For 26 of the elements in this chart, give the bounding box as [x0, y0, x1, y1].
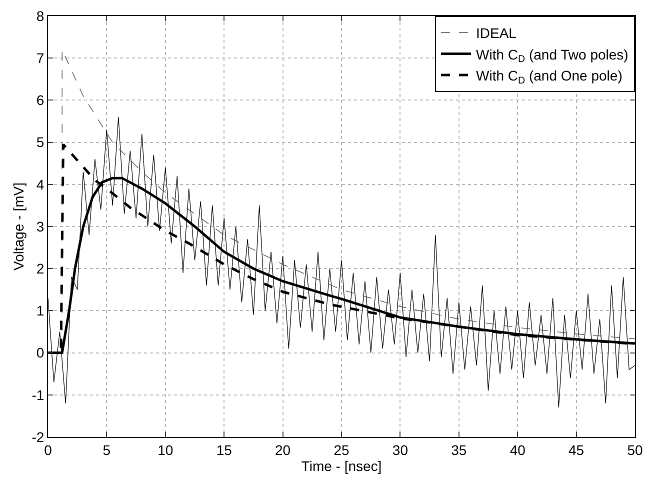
- y-tick-label: 6: [36, 92, 44, 108]
- y-tick-label: 0: [36, 344, 44, 361]
- x-tick-label: 5: [102, 442, 111, 458]
- y-tick-label: -2: [32, 428, 44, 445]
- x-axis-title: Time - [nsec]: [301, 458, 382, 474]
- legend-label: With C$_{D}$ (and One pole): [476, 67, 622, 86]
- legend-label: IDEAL: [476, 25, 517, 42]
- y-tick-label: 5: [36, 134, 44, 150]
- x-tick-label: 25: [334, 442, 350, 458]
- x-tick-label: 45: [568, 442, 584, 458]
- x-tick-label: 50: [627, 442, 643, 458]
- y-tick-label: 8: [36, 8, 44, 24]
- y-tick-label: 7: [36, 50, 44, 66]
- y-tick-label: 2: [36, 260, 44, 276]
- y-tick-label: 1: [36, 302, 44, 319]
- legend-label: With C$_{D}$ (and Two poles): [476, 46, 628, 66]
- x-tick-label: 20: [275, 442, 291, 458]
- x-tick-label: 35: [451, 442, 467, 458]
- x-tick-label: 10: [158, 442, 174, 458]
- y-tick-label: 4: [36, 176, 44, 192]
- y-tick-label: 3: [36, 218, 44, 234]
- x-tick-label: 40: [510, 442, 526, 458]
- x-tick-label: 15: [216, 442, 232, 458]
- x-tick-label: 30: [392, 442, 408, 458]
- y-tick-label: -1: [32, 386, 44, 403]
- y-axis-title: Voltage - [mV]: [10, 182, 26, 270]
